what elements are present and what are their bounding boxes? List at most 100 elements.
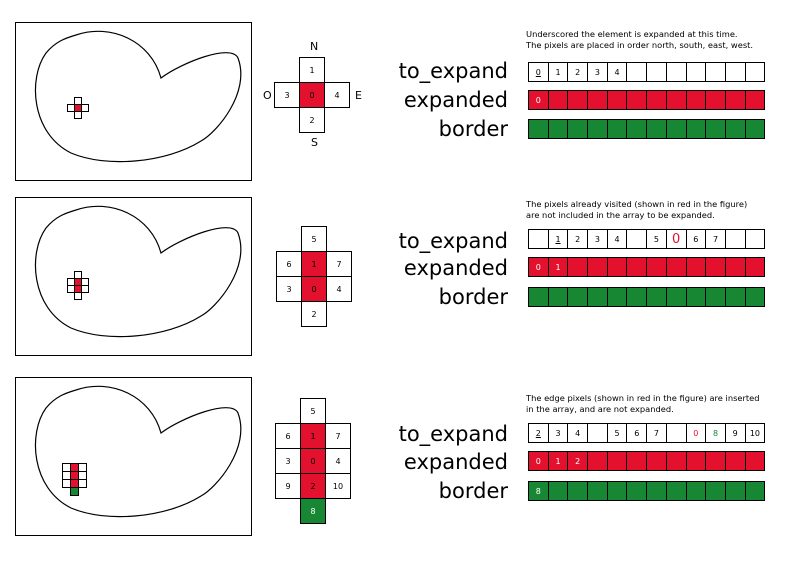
array-cell: 1 xyxy=(547,451,569,471)
array-cell: 1 xyxy=(547,62,569,82)
array-cell xyxy=(705,287,726,307)
note-2: The pixels already visited (shown in red… xyxy=(526,199,747,221)
array-cell: 5 xyxy=(646,229,667,249)
array-cell: 1 xyxy=(547,257,569,277)
array-cell: 4 xyxy=(606,62,628,82)
array-cell xyxy=(646,62,667,82)
array-cell xyxy=(626,451,648,471)
array-cell-value: 1 xyxy=(555,67,561,77)
region-shape-1 xyxy=(34,30,242,163)
array-cell xyxy=(567,119,589,139)
array-cell xyxy=(724,451,746,471)
array-cell xyxy=(528,287,549,307)
cross-cell: 4 xyxy=(325,448,351,474)
array-cell: 0 xyxy=(528,62,549,82)
array-cell-value: 1 xyxy=(555,234,561,244)
array-cell-value: 2 xyxy=(575,234,581,244)
compass-east: E xyxy=(355,89,362,102)
array-cell xyxy=(705,257,726,277)
array-cell xyxy=(685,481,707,501)
cross-cell: 1 xyxy=(300,423,326,449)
cross-cell: 2 xyxy=(301,301,327,327)
array-cell xyxy=(744,90,766,110)
array-cell-value: 2 xyxy=(575,456,581,466)
array-cell xyxy=(646,90,667,110)
array-cell xyxy=(606,481,628,501)
cross-cell: 9 xyxy=(275,473,301,499)
label-expanded-1: expanded xyxy=(403,88,508,112)
label-expanded-3: expanded xyxy=(403,450,508,474)
region-frame-3 xyxy=(15,377,252,536)
array-cell: 9 xyxy=(724,423,746,443)
array-cell xyxy=(547,481,569,501)
array-cell xyxy=(744,257,766,277)
array-cell: 4 xyxy=(606,229,628,249)
array-cell xyxy=(528,119,549,139)
region-shape-2 xyxy=(34,205,242,338)
array-cell xyxy=(665,481,687,501)
cross-cell: 1 xyxy=(299,57,325,83)
array-cell xyxy=(646,481,667,501)
region-shape-3 xyxy=(34,385,242,518)
array-cell-value: 2 xyxy=(575,67,581,77)
note-line: The pixels already visited (shown in red… xyxy=(526,199,748,209)
label-to-expand-1: to_expand xyxy=(398,59,508,83)
array-cell xyxy=(724,257,746,277)
array-cell xyxy=(705,481,726,501)
region-frame-2 xyxy=(15,197,252,356)
array-cell-value: 0 xyxy=(535,262,541,272)
array-cell-value: 5 xyxy=(614,428,620,438)
array-cell: 7 xyxy=(646,423,667,443)
array-cell xyxy=(547,119,569,139)
array-cell xyxy=(646,257,667,277)
array-cell xyxy=(685,287,707,307)
array-cell xyxy=(724,229,746,249)
array-cell-value: 7 xyxy=(712,234,719,244)
to-expand-array-3: 2 3 4 5 6 7 0 8 9 10 xyxy=(528,423,766,443)
array-cell xyxy=(587,481,608,501)
note-line: The pixels are placed in order north, so… xyxy=(526,40,754,50)
cross-cell: 8 xyxy=(300,498,326,524)
array-cell: 3 xyxy=(587,229,608,249)
array-cell xyxy=(665,451,687,471)
array-cell xyxy=(705,451,726,471)
cross-cell: 4 xyxy=(326,276,352,302)
label-expanded-2: expanded xyxy=(403,256,508,280)
compass-west: O xyxy=(263,89,272,102)
array-cell-value: 3 xyxy=(555,428,561,438)
array-cell: 3 xyxy=(587,62,608,82)
array-cell-value: 0 xyxy=(535,67,541,77)
array-cell: 2 xyxy=(528,423,549,443)
array-cell-value: 3 xyxy=(594,234,600,244)
array-cell: 10 xyxy=(744,423,766,443)
array-cell: 3 xyxy=(547,423,569,443)
array-cell xyxy=(587,287,608,307)
array-cell xyxy=(685,257,707,277)
array-cell-value: 0 xyxy=(693,428,699,438)
array-cell xyxy=(705,119,726,139)
pixel-cell xyxy=(81,285,89,293)
array-cell xyxy=(646,451,667,471)
array-cell xyxy=(626,119,648,139)
label-to-expand-2: to_expand xyxy=(398,229,508,253)
array-cell xyxy=(744,62,766,82)
array-cell xyxy=(646,287,667,307)
array-cell-value: 4 xyxy=(614,67,620,77)
array-cell: 0 xyxy=(685,423,707,443)
array-cell xyxy=(724,119,746,139)
pixel-cell xyxy=(70,487,79,496)
array-cell xyxy=(685,62,707,82)
array-cell xyxy=(587,423,608,443)
array-cell xyxy=(685,90,707,110)
note-line: The edge pixels (shown in red in the fig… xyxy=(526,393,760,403)
array-cell xyxy=(606,451,628,471)
array-cell-value: 4 xyxy=(575,428,581,438)
border-array-3: 8 xyxy=(528,481,766,501)
array-cell: 0 xyxy=(528,257,549,277)
array-cell-value: 4 xyxy=(614,234,620,244)
array-cell xyxy=(567,287,589,307)
array-cell xyxy=(606,90,628,110)
cross-cell: 1 xyxy=(301,251,327,277)
array-cell-value: 1 xyxy=(555,262,561,272)
array-cell: 6 xyxy=(685,229,707,249)
